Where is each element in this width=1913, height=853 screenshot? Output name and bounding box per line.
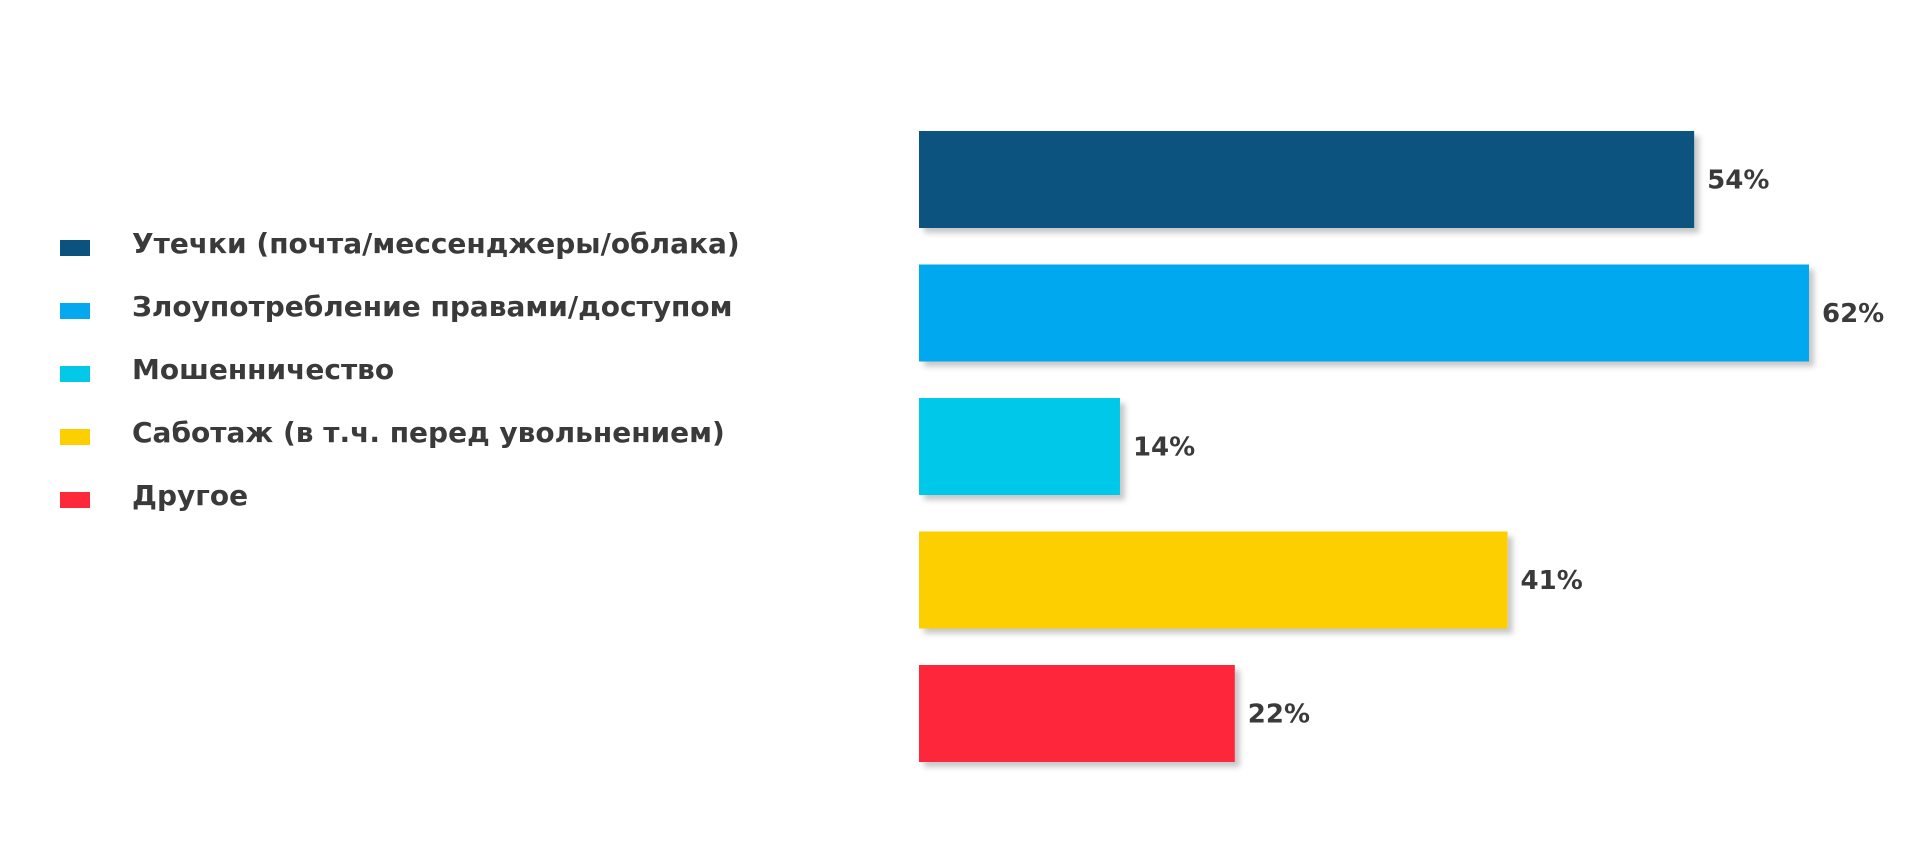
legend-item-leaks: Утечки (почта/мессенджеры/облака) <box>60 212 740 275</box>
legend-label-leaks: Утечки (почта/мессенджеры/облака) <box>132 227 740 260</box>
legend-item-other: Другое <box>60 464 740 527</box>
legend-swatch-other <box>60 491 90 508</box>
bar-4 <box>919 665 1235 762</box>
legend-swatch-leaks <box>60 239 90 256</box>
bar-value-label-0: 54% <box>1707 166 1769 196</box>
bar-value-label-3: 41% <box>1521 566 1583 596</box>
bars-group: 54% 62% 14% 41% 22% <box>919 131 1884 762</box>
bar-0 <box>919 131 1695 228</box>
legend-label-sabotage: Саботаж (в т.ч. перед увольнением) <box>132 416 725 449</box>
legend-item-fraud: Мошенничество <box>60 338 740 401</box>
legend: Утечки (почта/мессенджеры/облака) Злоупо… <box>60 212 740 527</box>
bar-1 <box>919 264 1809 362</box>
legend-item-abuse: Злоупотребление правами/доступом <box>60 275 740 338</box>
bar-2 <box>919 398 1120 495</box>
bar-value-label-4: 22% <box>1248 700 1310 730</box>
legend-label-fraud: Мошенничество <box>132 353 395 386</box>
bar-3 <box>919 531 1508 629</box>
legend-item-sabotage: Саботаж (в т.ч. перед увольнением) <box>60 401 740 464</box>
legend-swatch-sabotage <box>60 428 90 445</box>
legend-label-other: Другое <box>132 479 249 512</box>
bar-value-label-1: 62% <box>1822 299 1884 329</box>
legend-swatch-abuse <box>60 302 90 319</box>
legend-label-abuse: Злоупотребление правами/доступом <box>132 290 733 323</box>
legend-swatch-fraud <box>60 365 90 382</box>
bar-value-label-2: 14% <box>1133 433 1195 463</box>
